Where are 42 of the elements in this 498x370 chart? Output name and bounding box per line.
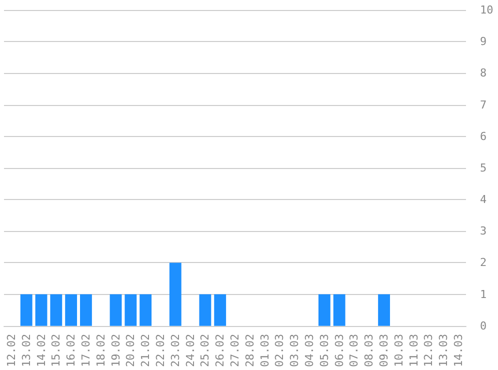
x-tick-label: 12.02 <box>4 334 18 368</box>
y-tick-label: 10 <box>480 4 494 16</box>
x-tick-label: 13.03 <box>437 334 450 368</box>
x-tick-label: 01.03 <box>258 334 272 368</box>
x-tick-label: 16.02 <box>64 334 78 368</box>
x-tick-label: 08.03 <box>362 334 376 368</box>
x-tick-label: 14.03 <box>452 334 466 368</box>
x-tick-label: 02.03 <box>273 334 286 368</box>
x-tick-label: 23.02 <box>168 334 182 368</box>
x-tick-label: 13.02 <box>20 334 33 368</box>
x-tick-label: 21.02 <box>139 334 152 368</box>
y-tick-label: 8 <box>480 66 487 80</box>
x-tick-label: 19.02 <box>109 334 122 368</box>
y-tick-label: 5 <box>480 161 487 174</box>
x-tick-label: 07.03 <box>348 334 361 368</box>
x-tick-label: 27.02 <box>228 334 242 368</box>
x-tick-label: 15.02 <box>50 334 63 368</box>
x-tick-label: 04.03 <box>303 334 316 368</box>
y-tick-label: 6 <box>480 130 487 143</box>
x-tick-label: 20.02 <box>124 334 138 368</box>
y-tick-label: 9 <box>480 35 487 48</box>
x-tick-label: 14.02 <box>34 334 48 368</box>
y-tick-label: 3 <box>480 224 487 238</box>
x-tick-label: 03.03 <box>288 334 302 368</box>
x-tick-label: 17.02 <box>79 334 92 368</box>
x-tick-label: 09.03 <box>378 334 391 368</box>
x-tick-label: 25.02 <box>198 334 212 368</box>
y-tick-label: 0 <box>480 319 487 332</box>
x-tick-label: 11.03 <box>407 334 420 368</box>
x-tick-label: 22.02 <box>154 334 167 368</box>
y-tick-label: 4 <box>480 193 487 206</box>
x-tick-label: 06.03 <box>332 334 346 368</box>
x-tick-label: 28.02 <box>243 334 256 368</box>
y-tick-label: 7 <box>480 98 487 112</box>
x-tick-label: 26.02 <box>214 334 227 368</box>
x-tick-label: 12.03 <box>422 334 436 368</box>
x-tick-label: 05.03 <box>318 334 331 368</box>
x-tick-label: 10.03 <box>392 334 406 368</box>
x-tick-label: 24.02 <box>184 334 197 368</box>
y-tick-label: 1 <box>480 288 487 301</box>
x-tick-label: 18.02 <box>94 334 108 368</box>
y-tick-label: 2 <box>480 256 487 270</box>
